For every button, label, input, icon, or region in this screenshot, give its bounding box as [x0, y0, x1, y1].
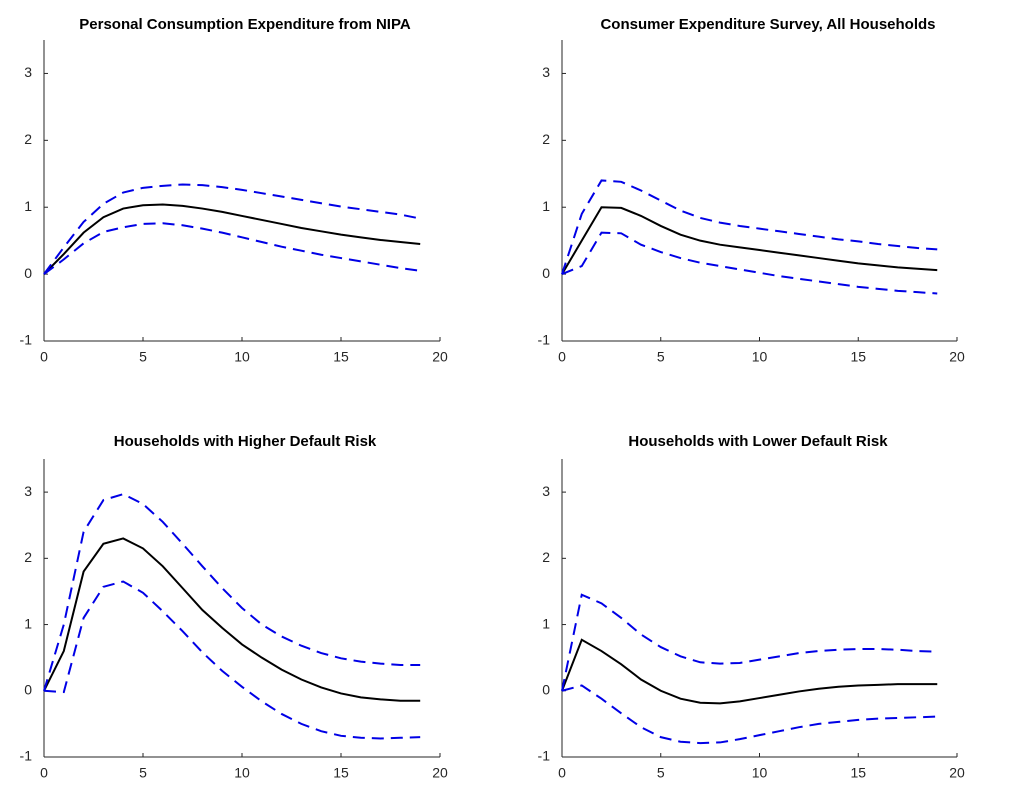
series-line: [561, 206, 938, 275]
y-tick-label: 2: [24, 549, 32, 565]
x-tick-label: 10: [752, 349, 768, 365]
series-line: [561, 179, 938, 275]
series-line: [43, 580, 421, 740]
x-tick-label: 20: [432, 765, 448, 781]
series-line: [43, 493, 421, 692]
x-tick-label: 20: [949, 349, 965, 365]
x-tick-label: 10: [752, 765, 768, 781]
y-tick-label: -1: [538, 748, 551, 764]
x-tick-label: 10: [234, 765, 250, 781]
x-tick-label: 5: [657, 765, 665, 781]
series-line: [561, 638, 938, 705]
y-tick-label: 0: [542, 265, 550, 281]
series-line: [43, 183, 421, 275]
x-tick-label: 0: [558, 349, 566, 365]
y-tick-label: -1: [20, 748, 33, 764]
x-tick-label: 0: [40, 349, 48, 365]
y-tick-label: 0: [24, 681, 32, 697]
y-tick-label: 1: [542, 615, 550, 631]
y-tick-label: 1: [24, 615, 32, 631]
y-tick-label: 1: [542, 198, 550, 214]
y-tick-label: -1: [538, 332, 551, 348]
y-tick-label: 2: [542, 549, 550, 565]
y-tick-label: 1: [24, 198, 32, 214]
x-tick-label: 15: [333, 765, 349, 781]
y-tick-label: 3: [24, 64, 32, 80]
x-tick-label: 5: [657, 349, 665, 365]
x-tick-label: 15: [333, 349, 349, 365]
x-tick-label: 15: [850, 765, 866, 781]
x-tick-label: 5: [139, 765, 147, 781]
y-tick-label: 2: [542, 131, 550, 147]
y-tick-label: 3: [24, 483, 32, 499]
y-tick-label: 3: [542, 483, 550, 499]
x-tick-label: 10: [234, 349, 250, 365]
y-tick-label: 0: [542, 681, 550, 697]
chart-title: Personal Consumption Expenditure from NI…: [79, 16, 411, 33]
y-tick-label: -1: [20, 332, 33, 348]
chart-title: Households with Lower Default Risk: [628, 433, 888, 450]
x-tick-label: 0: [558, 765, 566, 781]
series-line: [43, 203, 421, 275]
x-tick-label: 5: [139, 349, 147, 365]
x-tick-label: 20: [949, 765, 965, 781]
x-tick-label: 20: [432, 349, 448, 365]
series-line: [561, 231, 938, 295]
y-tick-label: 3: [542, 64, 550, 80]
y-tick-label: 2: [24, 131, 32, 147]
chart-title: Households with Higher Default Risk: [114, 433, 377, 450]
series-line: [43, 537, 421, 702]
series-line: [43, 222, 421, 275]
x-tick-label: 0: [40, 765, 48, 781]
y-tick-label: 0: [24, 265, 32, 281]
x-tick-label: 15: [850, 349, 866, 365]
chart-title: Consumer Expenditure Survey, All Househo…: [600, 16, 935, 33]
series-line: [561, 593, 938, 691]
series-line: [561, 684, 938, 745]
